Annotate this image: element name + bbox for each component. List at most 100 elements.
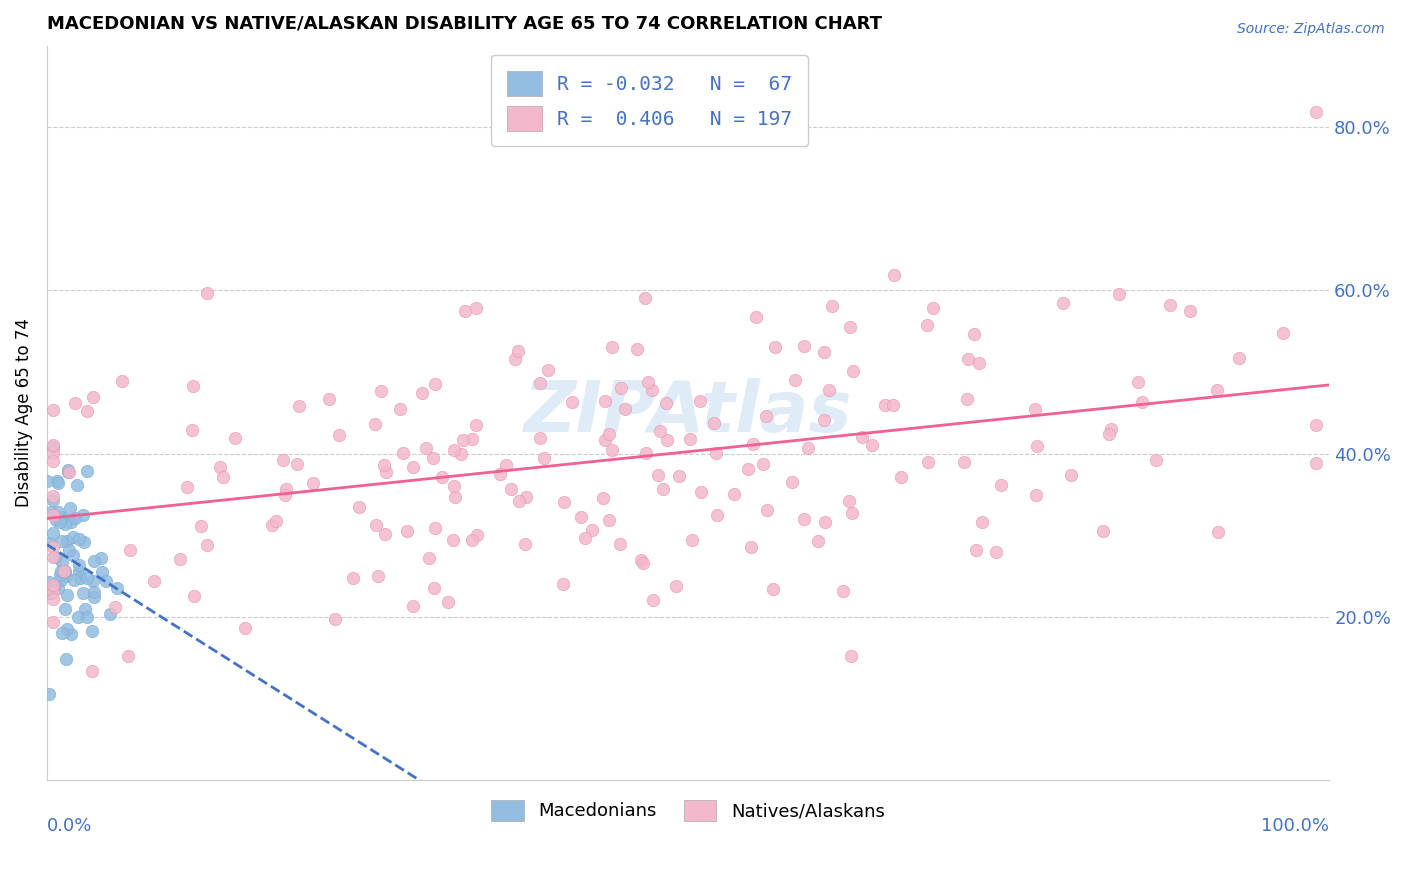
Point bbox=[647, 467, 669, 482]
Point bbox=[1052, 296, 1074, 310]
Point bbox=[609, 381, 631, 395]
Point bbox=[58, 465, 80, 479]
Point bbox=[425, 376, 447, 391]
Point bbox=[652, 482, 675, 496]
Point bbox=[460, 432, 482, 446]
Text: ZIPAtlas: ZIPAtlas bbox=[524, 378, 852, 448]
Point bbox=[842, 364, 865, 378]
Point bbox=[342, 571, 364, 585]
Point bbox=[1024, 401, 1046, 416]
Point bbox=[233, 621, 256, 635]
Point bbox=[489, 467, 512, 482]
Point bbox=[39, 536, 62, 550]
Point bbox=[600, 443, 623, 458]
Point bbox=[515, 490, 537, 504]
Point bbox=[42, 580, 65, 594]
Point bbox=[402, 459, 425, 474]
Point bbox=[1108, 287, 1130, 301]
Point bbox=[45, 513, 67, 527]
Point bbox=[323, 612, 346, 626]
Point bbox=[56, 623, 79, 637]
Point bbox=[755, 502, 778, 516]
Point bbox=[347, 500, 370, 514]
Point bbox=[56, 588, 79, 602]
Point bbox=[609, 536, 631, 550]
Point bbox=[45, 474, 67, 488]
Point bbox=[443, 490, 465, 504]
Point bbox=[66, 478, 89, 492]
Point bbox=[83, 585, 105, 599]
Point bbox=[72, 586, 94, 600]
Point bbox=[42, 508, 65, 523]
Point bbox=[63, 510, 86, 524]
Point bbox=[262, 518, 284, 533]
Point bbox=[285, 457, 308, 471]
Point bbox=[82, 390, 104, 404]
Point bbox=[953, 455, 976, 469]
Point bbox=[503, 351, 526, 366]
Point bbox=[817, 383, 839, 397]
Point bbox=[581, 523, 603, 537]
Point bbox=[668, 468, 690, 483]
Point bbox=[634, 291, 657, 305]
Point bbox=[465, 301, 488, 315]
Point bbox=[402, 599, 425, 614]
Point bbox=[271, 452, 294, 467]
Point bbox=[793, 339, 815, 353]
Point bbox=[1144, 452, 1167, 467]
Point bbox=[105, 581, 128, 595]
Point bbox=[956, 392, 979, 406]
Point bbox=[763, 340, 786, 354]
Point bbox=[454, 304, 477, 318]
Point bbox=[51, 625, 73, 640]
Point bbox=[648, 424, 671, 438]
Point bbox=[42, 585, 65, 599]
Point bbox=[630, 552, 652, 566]
Point bbox=[990, 478, 1012, 492]
Point bbox=[741, 437, 763, 451]
Point bbox=[370, 384, 392, 399]
Text: Source: ZipAtlas.com: Source: ZipAtlas.com bbox=[1237, 22, 1385, 37]
Point bbox=[39, 581, 62, 595]
Point bbox=[495, 458, 517, 473]
Point bbox=[58, 543, 80, 558]
Point bbox=[780, 475, 803, 490]
Point bbox=[39, 505, 62, 519]
Point bbox=[965, 542, 987, 557]
Point bbox=[515, 537, 537, 551]
Point bbox=[46, 505, 69, 519]
Point bbox=[529, 376, 551, 390]
Point bbox=[737, 462, 759, 476]
Point bbox=[1132, 395, 1154, 409]
Point bbox=[82, 574, 104, 589]
Point bbox=[39, 586, 62, 600]
Point bbox=[637, 375, 659, 389]
Point bbox=[38, 687, 60, 701]
Point bbox=[90, 551, 112, 566]
Point bbox=[1227, 351, 1250, 366]
Point bbox=[443, 479, 465, 493]
Point bbox=[274, 482, 297, 496]
Point bbox=[1159, 298, 1181, 312]
Point bbox=[142, 574, 165, 588]
Point bbox=[83, 591, 105, 605]
Point bbox=[120, 542, 142, 557]
Point bbox=[411, 386, 433, 401]
Point bbox=[838, 319, 860, 334]
Point bbox=[62, 573, 84, 587]
Point bbox=[441, 533, 464, 548]
Point bbox=[574, 531, 596, 545]
Point bbox=[98, 607, 121, 621]
Point bbox=[301, 475, 323, 490]
Point bbox=[1026, 439, 1049, 453]
Point bbox=[66, 610, 89, 624]
Point bbox=[851, 430, 873, 444]
Point bbox=[273, 488, 295, 502]
Legend: Macedonians, Natives/Alaskans: Macedonians, Natives/Alaskans bbox=[482, 791, 894, 830]
Point bbox=[53, 564, 76, 578]
Point bbox=[970, 515, 993, 529]
Point bbox=[551, 577, 574, 591]
Point bbox=[704, 446, 727, 460]
Point bbox=[389, 401, 412, 416]
Point bbox=[508, 494, 530, 508]
